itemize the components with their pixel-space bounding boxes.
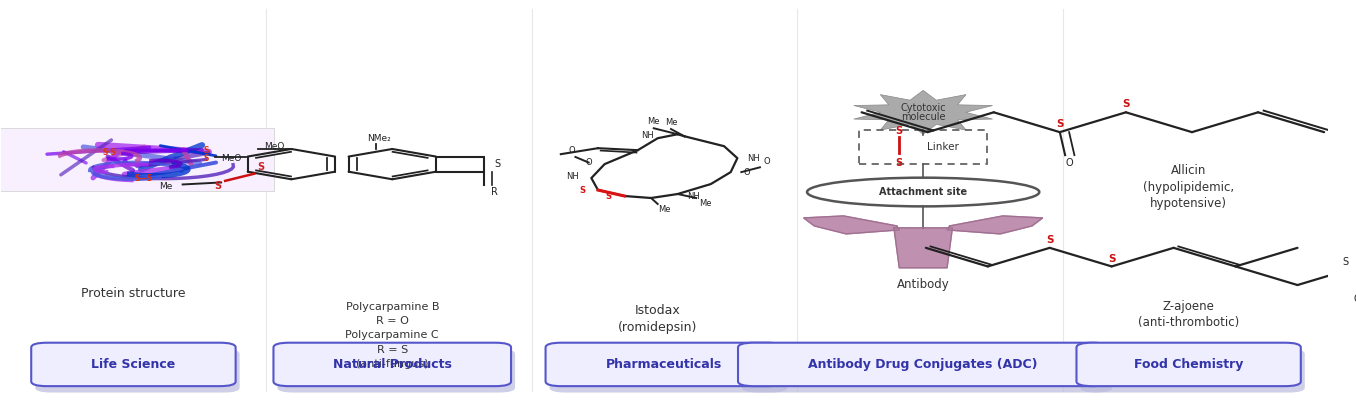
Text: S—S: S—S <box>134 174 153 182</box>
FancyBboxPatch shape <box>545 343 784 386</box>
Text: Istodax
(romidepsin): Istodax (romidepsin) <box>618 304 697 334</box>
Text: O: O <box>743 168 750 176</box>
Text: O: O <box>1353 294 1356 304</box>
Text: S: S <box>579 186 584 194</box>
Polygon shape <box>894 228 952 268</box>
FancyBboxPatch shape <box>274 343 511 386</box>
Text: R: R <box>491 187 498 197</box>
Text: Life Science: Life Science <box>91 358 175 371</box>
Text: Protein structure: Protein structure <box>81 287 186 300</box>
FancyBboxPatch shape <box>35 349 240 392</box>
Text: Me: Me <box>647 117 660 126</box>
FancyBboxPatch shape <box>0 128 274 191</box>
Text: Polycarpamine B
R = O
Polycarpamine C
R = S
(anti-fungus): Polycarpamine B R = O Polycarpamine C R … <box>346 302 439 369</box>
Polygon shape <box>946 216 1043 234</box>
Text: Cytotoxic: Cytotoxic <box>900 103 946 113</box>
Text: S: S <box>1056 119 1063 129</box>
Text: NMe₂: NMe₂ <box>367 134 391 143</box>
FancyBboxPatch shape <box>549 349 786 392</box>
Text: molecule: molecule <box>900 112 945 122</box>
FancyBboxPatch shape <box>31 343 236 386</box>
Text: Z-ajoene
(anti-thrombotic): Z-ajoene (anti-thrombotic) <box>1138 300 1239 329</box>
Text: Me: Me <box>698 199 712 208</box>
Text: S: S <box>495 159 500 169</box>
Text: Me: Me <box>159 182 172 191</box>
Text: S: S <box>1342 257 1349 267</box>
Text: Antibody: Antibody <box>896 278 949 291</box>
Text: O: O <box>586 158 593 167</box>
Text: O: O <box>763 157 770 166</box>
FancyBboxPatch shape <box>742 349 1112 392</box>
Text: S: S <box>606 192 612 200</box>
Text: S: S <box>203 154 209 163</box>
Text: S: S <box>214 181 221 191</box>
Text: S: S <box>896 158 903 168</box>
FancyBboxPatch shape <box>278 349 515 392</box>
Text: S: S <box>1123 99 1130 109</box>
Text: O: O <box>568 146 575 155</box>
Text: NH: NH <box>641 130 654 140</box>
Text: S: S <box>1045 235 1054 245</box>
Text: O: O <box>1066 158 1073 168</box>
Text: Antibody Drug Conjugates (ADC): Antibody Drug Conjugates (ADC) <box>808 358 1037 371</box>
Text: MeO: MeO <box>221 154 241 164</box>
Text: S: S <box>258 162 264 172</box>
Text: Me: Me <box>664 118 677 128</box>
Text: S: S <box>896 126 903 136</box>
Text: Me: Me <box>658 205 670 214</box>
Text: S: S <box>1108 254 1116 264</box>
Text: MeO: MeO <box>264 142 285 151</box>
Text: Linker: Linker <box>928 142 959 152</box>
Text: NH: NH <box>567 172 579 180</box>
Polygon shape <box>854 90 993 134</box>
Text: S·S: S·S <box>103 148 117 158</box>
Text: Allicin
(hypolipidemic,
hypotensive): Allicin (hypolipidemic, hypotensive) <box>1143 164 1234 210</box>
Text: NH: NH <box>747 154 759 163</box>
FancyBboxPatch shape <box>738 343 1108 386</box>
Text: NH: NH <box>687 192 700 200</box>
Bar <box>860 130 987 164</box>
Text: S: S <box>203 146 209 155</box>
Text: Food Chemistry: Food Chemistry <box>1134 358 1243 371</box>
FancyBboxPatch shape <box>1077 343 1300 386</box>
Text: Natural Products: Natural Products <box>332 358 452 371</box>
Polygon shape <box>804 216 899 234</box>
Text: Attachment site: Attachment site <box>879 187 967 197</box>
FancyBboxPatch shape <box>1081 349 1304 392</box>
Text: Pharmaceuticals: Pharmaceuticals <box>606 358 723 371</box>
